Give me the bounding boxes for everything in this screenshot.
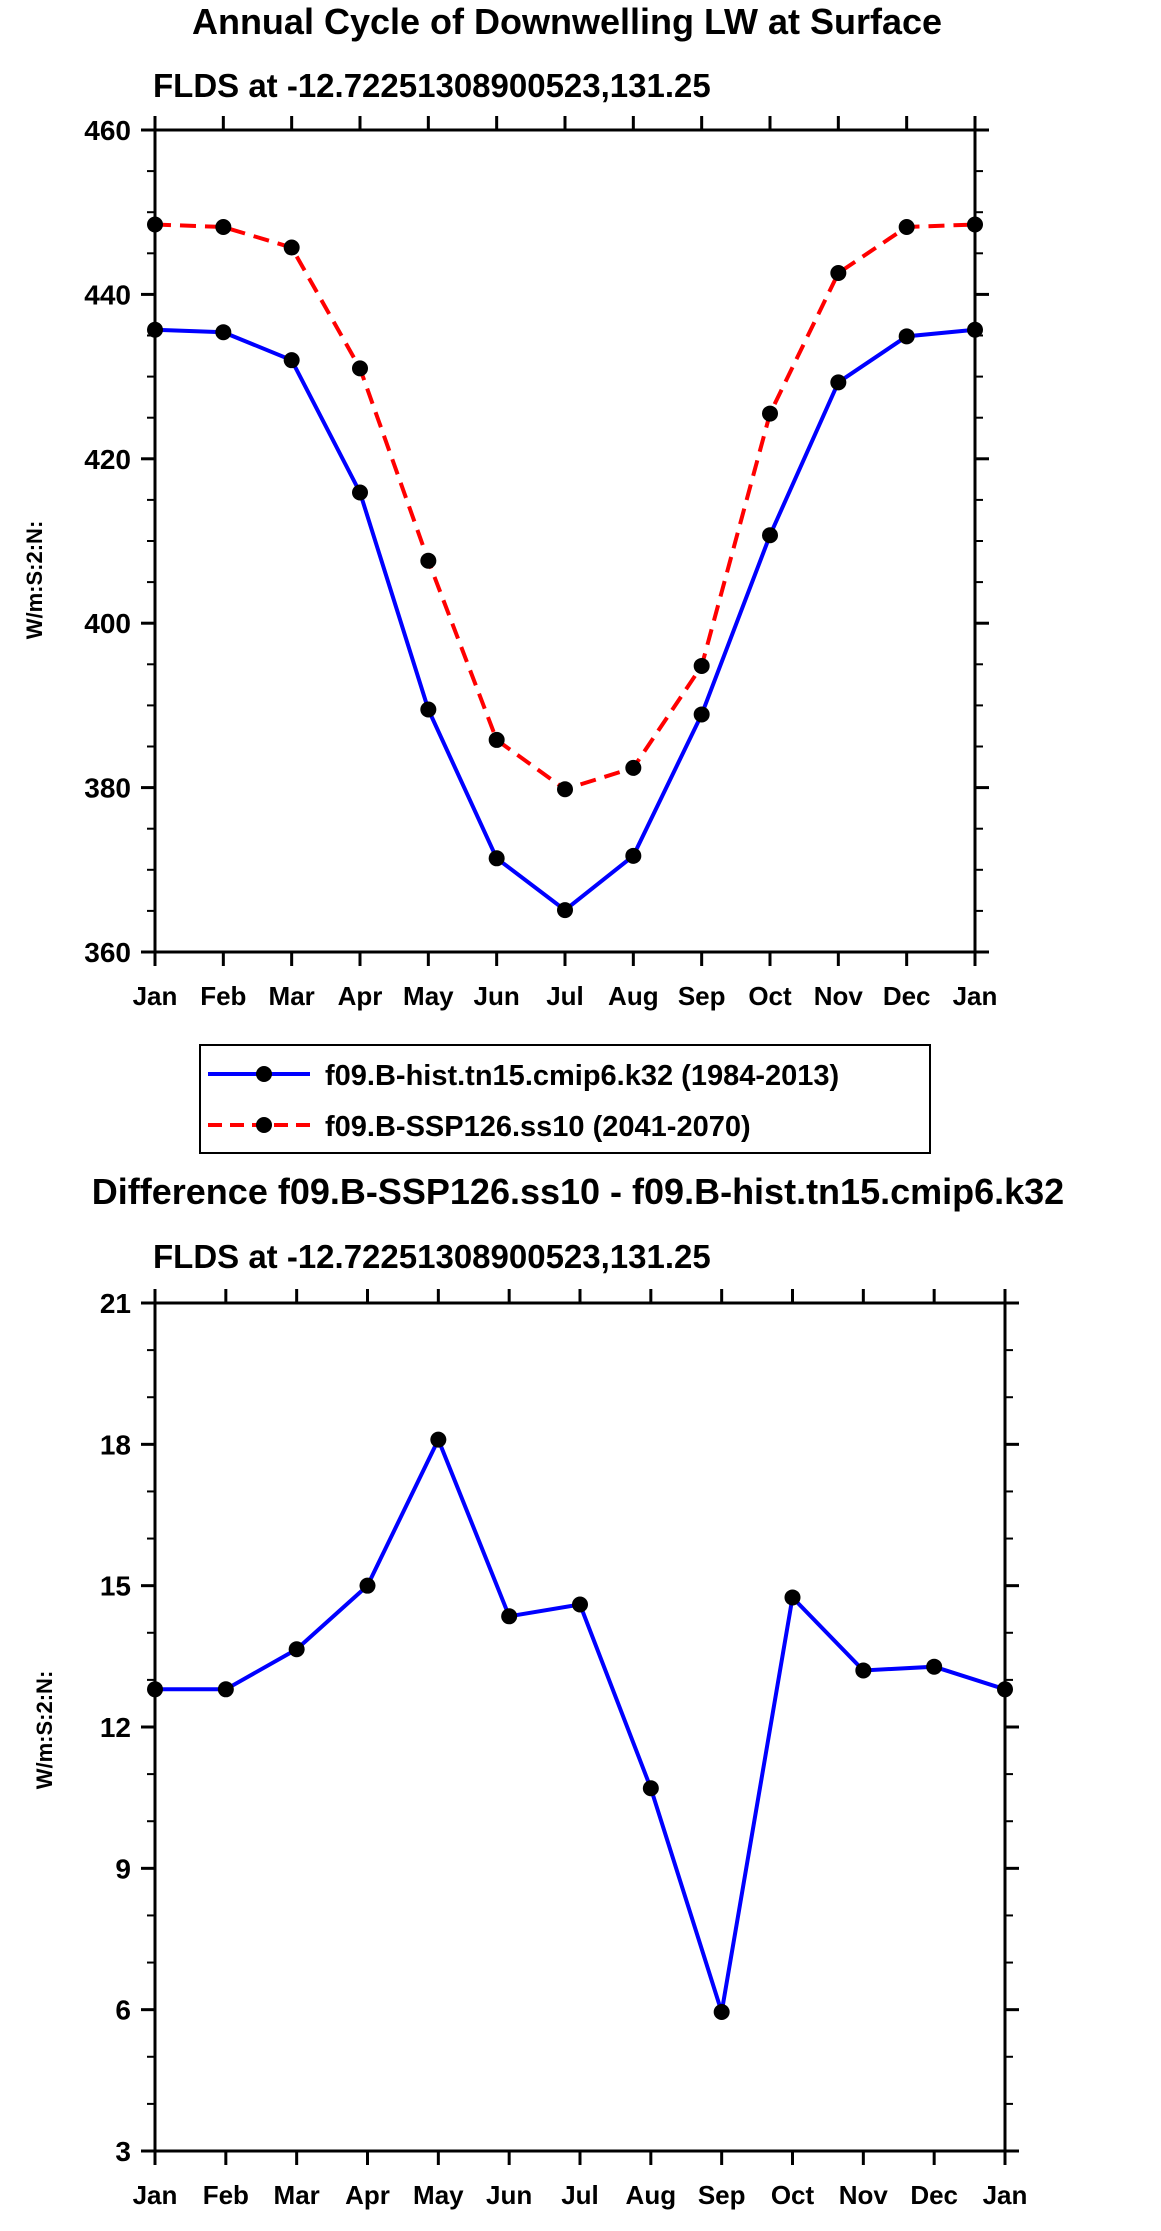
chart2-point xyxy=(784,1589,801,1606)
chart2-xtick-label: Aug xyxy=(626,2180,677,2210)
chart2-point xyxy=(926,1658,943,1675)
chart1-point xyxy=(283,239,300,256)
chart2-ytick-label: 15 xyxy=(100,1571,131,1602)
chart1-point xyxy=(557,902,573,919)
chart2-xtick-label: Jun xyxy=(486,2180,532,2210)
chart2-point xyxy=(642,1780,659,1797)
chart1-ytick-label: 420 xyxy=(84,444,131,475)
chart1-xtick-label: Oct xyxy=(748,981,792,1011)
chart1-point xyxy=(967,321,983,338)
chart1-xtick-label: Jun xyxy=(474,981,520,1011)
chart1-point xyxy=(693,657,710,674)
chart2-point xyxy=(288,1641,305,1658)
chart2-ytick-label: 9 xyxy=(115,1853,131,1884)
chart1-point xyxy=(693,706,710,723)
chart2-point xyxy=(217,1681,234,1698)
chart2-ytick-label: 21 xyxy=(100,1288,131,1319)
chart1-point xyxy=(967,216,983,233)
chart1-plot-area: 360 380 400 420 440 460 Jan Feb Mar Apr May Jun Jul A… xyxy=(84,115,997,1011)
chart1-ytick-label: 380 xyxy=(84,773,131,804)
chart1-ytick-label: 460 xyxy=(84,115,131,146)
chart1-point xyxy=(762,405,778,422)
legend-label-hist: f09.B-hist.tn15.cmip6.k32 (1984-2013) xyxy=(325,1060,839,1092)
chart1-series-line-0 xyxy=(154,327,976,913)
chart1-point xyxy=(762,527,778,544)
chart1-xtick-label: May xyxy=(403,981,454,1011)
chart1-subtitle: FLDS at -12.72251308900523,131.25 xyxy=(153,67,711,104)
chart1-ytick-label: 440 xyxy=(84,279,131,310)
chart1-point xyxy=(420,701,437,718)
chart1-xtick-label: Nov xyxy=(814,981,864,1011)
legend-marker-ssp xyxy=(256,1117,272,1133)
chart1-point xyxy=(147,321,163,338)
chart2-subtitle: FLDS at -12.72251308900523,131.25 xyxy=(153,1238,711,1275)
chart1-xtick-label: Feb xyxy=(200,981,246,1011)
chart1-xtick-label: Jan xyxy=(133,981,178,1011)
chart2-plot-area: 3 6 9 12 15 18 21 Jan Feb Mar Apr May Jun Jul Aug Sep Oc… xyxy=(100,1288,1028,2210)
chart2-ytick-label: 12 xyxy=(100,1712,131,1743)
chart1-frame xyxy=(153,128,977,954)
chart2-ytick-label: 6 xyxy=(115,1995,131,2026)
chart1-point xyxy=(215,218,232,235)
chart2-point xyxy=(997,1681,1013,1698)
chart2-xtick-label: May xyxy=(413,2180,464,2210)
chart2-point xyxy=(430,1431,447,1448)
chart2-ytick-label: 18 xyxy=(100,1429,131,1460)
chart1-xtick-label: Aug xyxy=(608,981,659,1011)
chart1-point xyxy=(147,216,163,233)
legend-label-ssp: f09.B-SSP126.ss10 (2041-2070) xyxy=(325,1111,751,1143)
chart1-point xyxy=(625,847,642,864)
chart1-xtick-label: Apr xyxy=(338,981,383,1011)
chart2-point xyxy=(359,1577,376,1594)
chart1-xtick-label: Sep xyxy=(678,981,726,1011)
chart1-xtick-label: Mar xyxy=(269,981,315,1011)
chart1-xtick-label: Jan xyxy=(953,981,998,1011)
chart2-xtick-label: Nov xyxy=(839,2180,889,2210)
chart1-point xyxy=(352,484,368,501)
chart2-point xyxy=(713,2004,730,2021)
legend-marker-hist xyxy=(256,1066,272,1082)
chart2-xtick-label: Jan xyxy=(983,2180,1028,2210)
chart1-point xyxy=(215,324,232,341)
chart2-xtick-label: Mar xyxy=(274,2180,320,2210)
chart1-y-axis-label: W/m:S:2:N: xyxy=(22,521,47,640)
chart1-series-line-1 xyxy=(154,222,976,792)
chart1-point xyxy=(830,265,847,282)
chart1-point xyxy=(830,374,847,391)
chart1-title: Annual Cycle of Downwelling LW at Surfac… xyxy=(192,1,942,42)
chart2-xtick-label: Oct xyxy=(771,2180,815,2210)
chart1-point xyxy=(488,850,505,867)
chart2-point xyxy=(501,1608,518,1625)
chart2-ytick-label: 3 xyxy=(115,2136,131,2167)
chart1-point xyxy=(488,731,505,748)
chart2-xtick-label: Jul xyxy=(561,2180,599,2210)
chart2-xtick-label: Feb xyxy=(203,2180,249,2210)
chart1-point xyxy=(352,360,368,377)
chart2-xtick-label: Dec xyxy=(910,2180,958,2210)
chart2-point xyxy=(572,1596,588,1613)
chart2-xtick-label: Jan xyxy=(133,2180,178,2210)
chart2-y-axis-label: W/m:S:2:N: xyxy=(32,1671,57,1790)
chart2-series-line-0 xyxy=(155,1434,1006,2013)
chart1-ytick-label: 360 xyxy=(84,937,131,968)
chart2-title: Difference f09.B-SSP126.ss10 - f09.B-his… xyxy=(92,1171,1064,1212)
chart1-point xyxy=(420,552,437,569)
chart2-point xyxy=(147,1681,163,1698)
chart1-point xyxy=(557,781,573,798)
chart1-legend xyxy=(199,1044,931,1154)
chart1-point xyxy=(898,218,915,235)
chart1-xtick-label: Jul xyxy=(546,981,584,1011)
chart1-ytick-label: 400 xyxy=(84,608,131,639)
chart2-frame xyxy=(153,1301,1007,2153)
chart2-xtick-label: Sep xyxy=(698,2180,746,2210)
chart1-point xyxy=(283,352,300,369)
chart1-point xyxy=(898,328,915,345)
chart2-xtick-label: Apr xyxy=(345,2180,390,2210)
chart1-point xyxy=(625,759,642,776)
chart2-point xyxy=(855,1662,872,1679)
chart1-xtick-label: Dec xyxy=(883,981,931,1011)
